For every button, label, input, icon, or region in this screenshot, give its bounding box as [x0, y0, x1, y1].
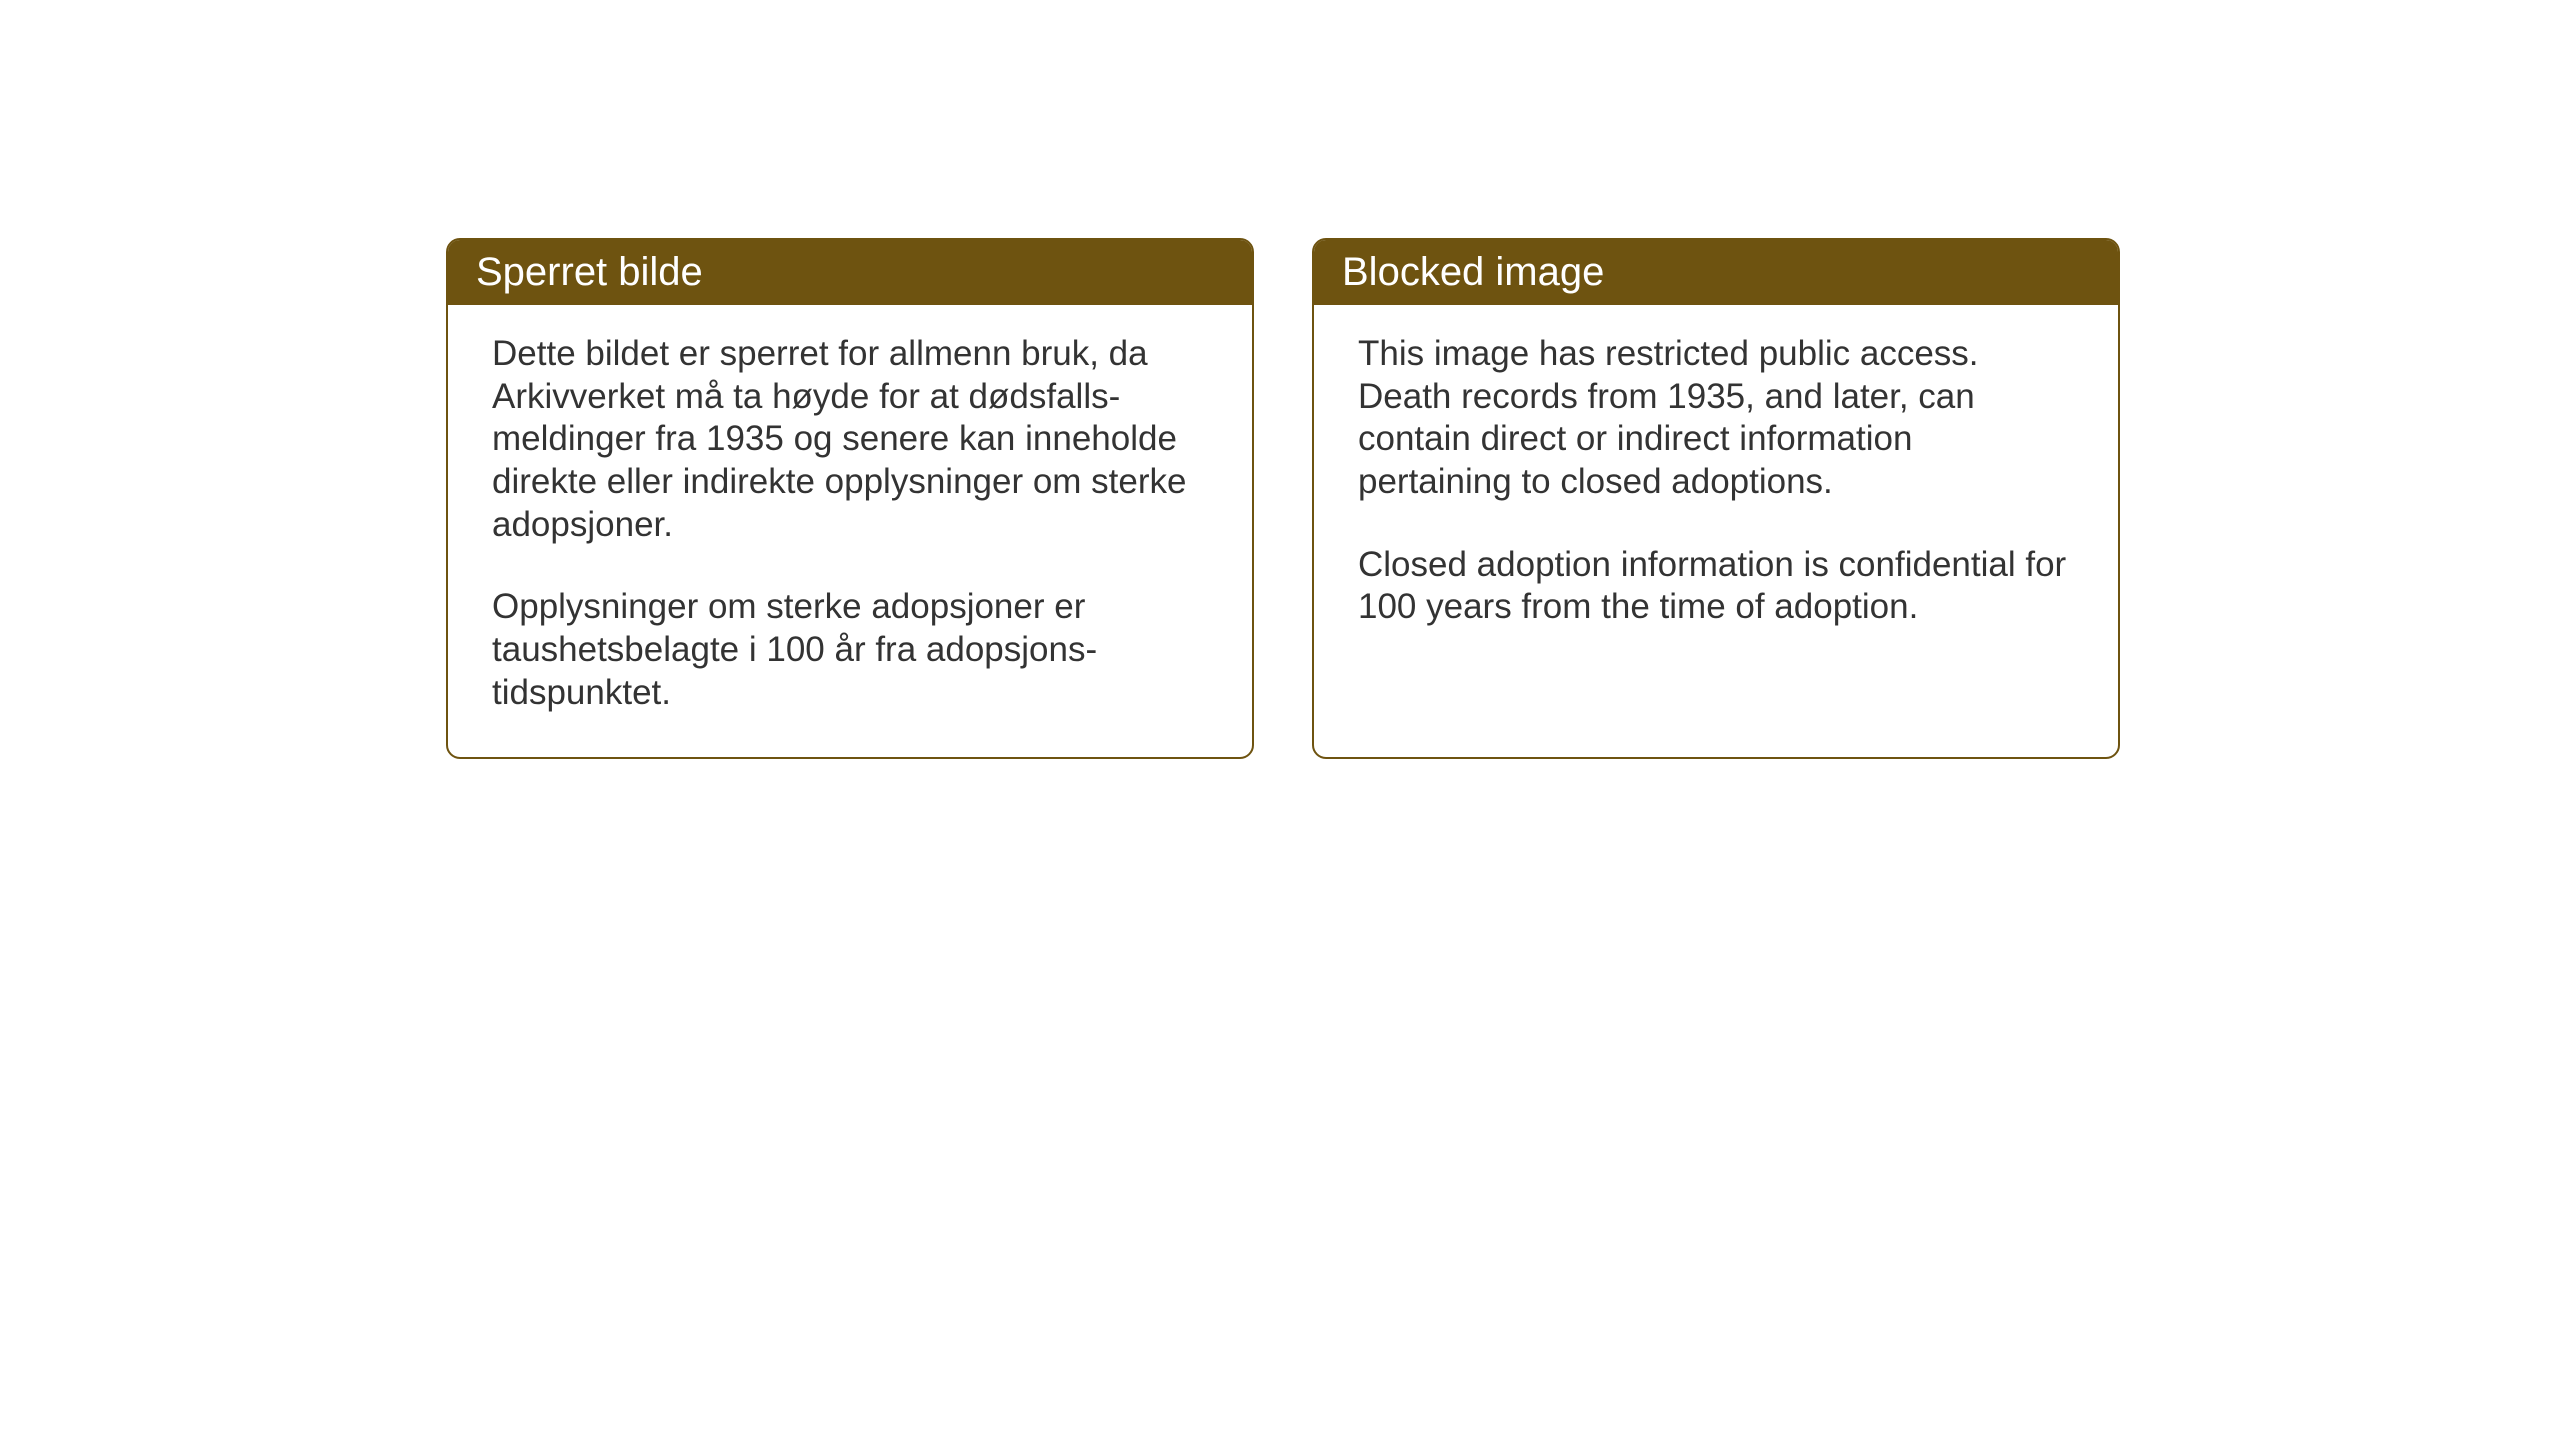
card-norwegian-paragraph-1: Dette bildet er sperret for allmenn bruk… — [492, 333, 1208, 546]
card-norwegian: Sperret bilde Dette bildet er sperret fo… — [446, 238, 1254, 759]
card-english-paragraph-1: This image has restricted public access.… — [1358, 333, 2074, 504]
cards-container: Sperret bilde Dette bildet er sperret fo… — [446, 238, 2120, 759]
card-norwegian-paragraph-2: Opplysninger om sterke adopsjoner er tau… — [492, 586, 1208, 714]
card-english-paragraph-2: Closed adoption information is confident… — [1358, 544, 2074, 629]
card-norwegian-body: Dette bildet er sperret for allmenn bruk… — [448, 305, 1252, 757]
card-norwegian-header: Sperret bilde — [448, 240, 1252, 305]
card-english: Blocked image This image has restricted … — [1312, 238, 2120, 759]
card-norwegian-title: Sperret bilde — [476, 250, 703, 294]
card-english-body: This image has restricted public access.… — [1314, 305, 2118, 671]
card-english-header: Blocked image — [1314, 240, 2118, 305]
card-english-title: Blocked image — [1342, 250, 1604, 294]
